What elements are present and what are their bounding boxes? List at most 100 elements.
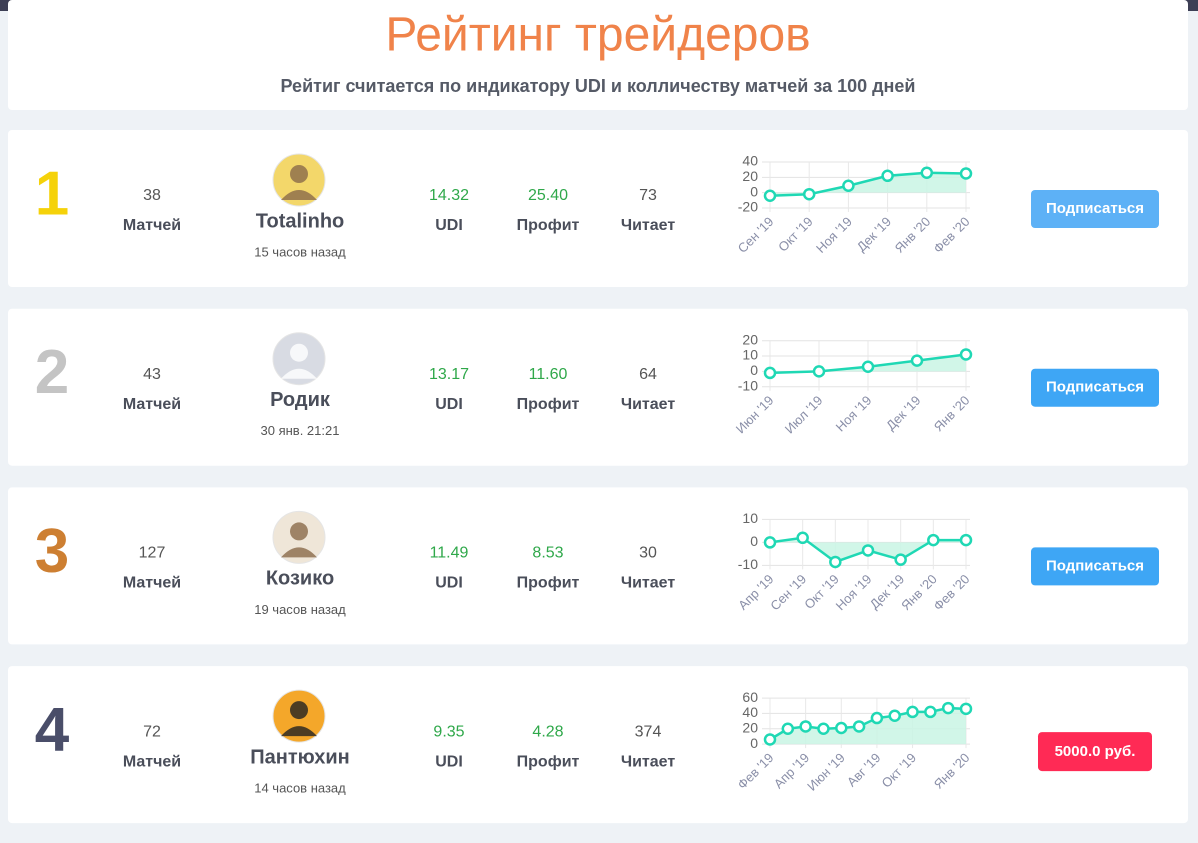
stat-label: Матчей: [123, 217, 181, 234]
button[interactable]: [1031, 547, 1159, 586]
point: [924, 705, 937, 719]
stat-value: 43: [143, 366, 161, 383]
stat-value: 72: [143, 723, 161, 740]
avatar-head: [290, 165, 308, 183]
avatar-head: [290, 522, 308, 541]
point: [802, 187, 816, 201]
last-seen: 30 янв. 21:21: [261, 423, 340, 438]
trader-name: Totalinho: [256, 210, 345, 232]
rank: 2: [35, 338, 69, 407]
avatar-body: [281, 547, 317, 558]
y-tick-label: 40: [742, 704, 758, 720]
stat-label: Читает: [621, 753, 676, 770]
y-tick-label: 20: [742, 719, 758, 735]
point: [959, 702, 973, 716]
point: [835, 721, 848, 735]
point: [781, 722, 795, 736]
trader-card: [8, 487, 1188, 645]
button-label[interactable]: 5000.0 руб.: [1055, 743, 1136, 760]
y-tick-label: 20: [742, 168, 758, 184]
y-tick-label: 10: [742, 510, 758, 526]
button-label[interactable]: Подписаться: [1046, 200, 1144, 217]
button[interactable]: [1031, 368, 1159, 407]
point: [763, 189, 777, 202]
y-tick-label: 20: [742, 331, 758, 347]
stat-value: 9.35: [433, 723, 464, 740]
stat-value: 8.53: [532, 545, 563, 562]
stat-value: 11.49: [430, 545, 469, 562]
point: [888, 709, 901, 722]
stat-value: 14.32: [429, 187, 469, 204]
button-label[interactable]: Подписаться: [1046, 557, 1144, 574]
stat-label: Профит: [517, 396, 580, 413]
trader-card: [8, 308, 1188, 466]
stat-label: Профит: [517, 753, 580, 770]
stat-value: 4.28: [532, 723, 563, 740]
y-tick-label: -10: [738, 556, 758, 572]
point: [861, 544, 875, 557]
point: [959, 167, 973, 180]
stat-value: 38: [143, 187, 161, 204]
point: [799, 720, 812, 733]
rank: 1: [35, 159, 69, 228]
last-seen: 19 часов назад: [254, 602, 346, 617]
avatar-head: [290, 701, 308, 720]
point: [817, 722, 830, 736]
y-tick-label: 0: [750, 533, 758, 549]
stat-label: UDI: [435, 575, 463, 592]
area: [770, 172, 966, 196]
trader-card: [8, 666, 1188, 824]
last-seen: 14 часов назад: [254, 781, 346, 796]
stat-value: 25.40: [528, 187, 568, 204]
last-seen: 15 часов назад: [254, 244, 346, 259]
header-card: [8, 0, 1188, 110]
point: [927, 533, 940, 547]
avatar-body: [281, 368, 317, 379]
y-tick-label: 60: [742, 689, 758, 705]
stat-value: 13.17: [429, 366, 469, 383]
point: [763, 366, 777, 380]
point: [763, 733, 777, 746]
stat-label: Матчей: [123, 753, 181, 770]
point: [852, 720, 866, 733]
stat-value: 127: [139, 545, 166, 562]
point: [829, 555, 842, 569]
stat-label: Читает: [621, 217, 676, 234]
point: [796, 531, 809, 545]
stat-label: Читает: [621, 396, 676, 413]
avatar-body: [281, 726, 317, 737]
subtitle: Рейтиг считается по индикатору UDI и кол…: [281, 76, 916, 96]
point: [870, 711, 884, 725]
stat-value: 11.60: [529, 366, 568, 383]
trader-name: Пантюхин: [250, 746, 349, 768]
stat-label: UDI: [435, 396, 463, 413]
point: [842, 179, 855, 193]
y-tick-label: -10: [738, 377, 758, 393]
button-label[interactable]: Подписаться: [1046, 379, 1144, 396]
point: [910, 354, 924, 367]
rank: 3: [35, 517, 69, 586]
avatar-head: [290, 343, 308, 362]
point: [894, 553, 907, 566]
button[interactable]: [1031, 190, 1159, 228]
line: [769, 171, 967, 197]
point: [763, 536, 777, 549]
y-tick-label: 0: [750, 183, 758, 199]
rank: 4: [35, 695, 70, 764]
y-tick-label: 10: [742, 347, 758, 363]
stat-value: 73: [639, 187, 657, 204]
stat-label: Матчей: [123, 575, 181, 592]
stat-label: Матчей: [123, 396, 181, 413]
y-tick-label: 0: [750, 362, 758, 378]
stat-label: Профит: [517, 575, 580, 592]
point: [881, 169, 894, 183]
stat-label: Профит: [517, 217, 580, 234]
trader-name: Родик: [270, 389, 331, 411]
stat-value: 30: [639, 545, 657, 562]
point: [920, 166, 934, 179]
point: [906, 705, 919, 719]
stat-label: Читает: [621, 575, 676, 592]
trader-card: [8, 130, 1188, 287]
button[interactable]: [1038, 732, 1152, 772]
area: [770, 354, 966, 373]
